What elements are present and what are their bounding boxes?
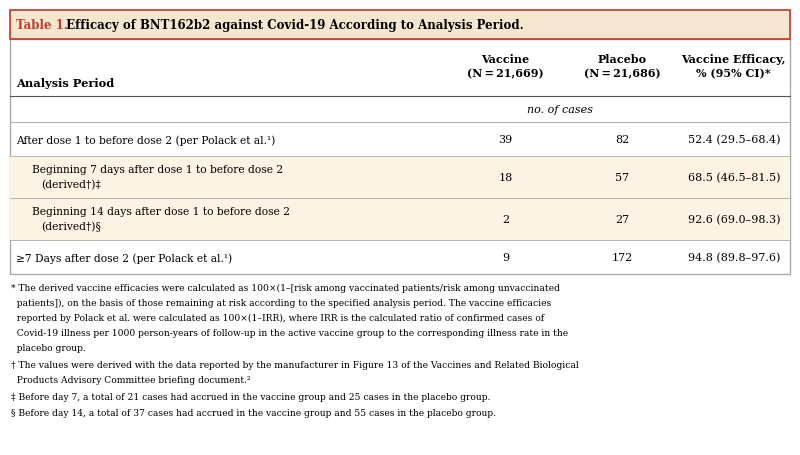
Text: 39: 39	[498, 135, 513, 145]
Text: 68.5 (46.5–81.5): 68.5 (46.5–81.5)	[687, 173, 780, 183]
Text: After dose 1 to before dose 2 (per Polack et al.¹): After dose 1 to before dose 2 (per Polac…	[16, 135, 275, 145]
Text: § Before day 14, a total of 37 cases had accrued in the vaccine group and 55 cas: § Before day 14, a total of 37 cases had…	[11, 409, 496, 418]
Text: % (95% CI)*: % (95% CI)*	[697, 68, 771, 79]
Text: 9: 9	[502, 253, 509, 263]
Text: Vaccine Efficacy,: Vaccine Efficacy,	[682, 54, 786, 66]
Text: 57: 57	[615, 173, 630, 183]
Text: Efficacy of BNT162b2 against Covid-19 According to Analysis Period.: Efficacy of BNT162b2 against Covid-19 Ac…	[62, 19, 524, 32]
Bar	[10, 199, 790, 241]
Text: 94.8 (89.8–97.6): 94.8 (89.8–97.6)	[688, 253, 780, 263]
Text: placebo group.: placebo group.	[11, 343, 86, 352]
Bar	[10, 157, 790, 199]
Text: 18: 18	[498, 173, 513, 183]
Text: (N = 21,669): (N = 21,669)	[467, 68, 544, 79]
Text: † The values were derived with the data reported by the manufacturer in Figure 1: † The values were derived with the data …	[11, 360, 579, 369]
Text: 82: 82	[615, 135, 630, 145]
Text: Vaccine: Vaccine	[482, 54, 530, 66]
Text: Products Advisory Committee briefing document.²: Products Advisory Committee briefing doc…	[11, 375, 251, 384]
Text: 172: 172	[612, 253, 633, 263]
Text: 2: 2	[502, 215, 509, 225]
Bar	[10, 11, 790, 40]
Text: (derived†)§: (derived†)§	[42, 222, 102, 232]
Text: reported by Polack et al. were calculated as 100×(1–IRR), where IRR is the calcu: reported by Polack et al. were calculate…	[11, 313, 545, 322]
Text: patients]), on the basis of those remaining at risk according to the specified a: patients]), on the basis of those remain…	[11, 298, 551, 307]
Text: 92.6 (69.0–98.3): 92.6 (69.0–98.3)	[687, 215, 780, 225]
Text: Placebo: Placebo	[598, 54, 647, 66]
Text: 52.4 (29.5–68.4): 52.4 (29.5–68.4)	[687, 135, 780, 145]
Text: (N = 21,686): (N = 21,686)	[584, 68, 661, 79]
Text: ≥7 Days after dose 2 (per Polack et al.¹): ≥7 Days after dose 2 (per Polack et al.¹…	[16, 253, 232, 263]
Text: Covid-19 illness per 1000 person-years of follow-up in the active vaccine group : Covid-19 illness per 1000 person-years o…	[11, 328, 568, 337]
Text: ‡ Before day 7, a total of 21 cases had accrued in the vaccine group and 25 case: ‡ Before day 7, a total of 21 cases had …	[11, 392, 490, 401]
Text: 27: 27	[615, 215, 630, 225]
Text: Beginning 14 days after dose 1 to before dose 2: Beginning 14 days after dose 1 to before…	[32, 207, 290, 217]
Text: Analysis Period: Analysis Period	[16, 78, 114, 89]
Text: Beginning 7 days after dose 1 to before dose 2: Beginning 7 days after dose 1 to before …	[32, 165, 283, 175]
Text: (derived†)‡: (derived†)‡	[42, 180, 102, 190]
Bar	[10, 40, 790, 275]
Text: no. of cases: no. of cases	[527, 105, 593, 115]
Text: * The derived vaccine efficacies were calculated as 100×(1–[risk among vaccinate: * The derived vaccine efficacies were ca…	[11, 283, 560, 292]
Text: Table 1.: Table 1.	[16, 19, 68, 32]
